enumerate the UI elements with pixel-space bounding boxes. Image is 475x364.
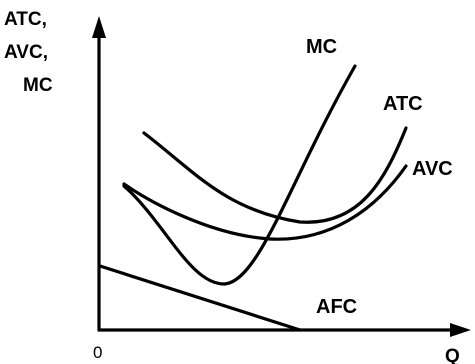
afc-curve <box>98 264 302 332</box>
y-axis-label-line-2: AVC, <box>4 42 48 63</box>
atc-curve <box>142 126 408 224</box>
mc-curve-label: MC <box>306 36 337 58</box>
origin-label: 0 <box>93 343 102 362</box>
x-axis-label: Q <box>445 346 460 364</box>
x-axis-arrowhead <box>450 323 471 337</box>
y-axis-arrowhead <box>92 16 106 38</box>
y-axis-label-line-1: ATC, <box>4 9 47 30</box>
atc-curve-label: ATC <box>383 93 423 115</box>
curves <box>98 64 408 332</box>
avc-curve <box>122 164 408 241</box>
y-axis-label-line-3: MC <box>23 75 53 96</box>
afc-curve-label: AFC <box>316 296 357 318</box>
mc-curve <box>122 64 357 286</box>
axes <box>92 16 471 337</box>
avc-curve-label: AVC <box>412 158 453 180</box>
